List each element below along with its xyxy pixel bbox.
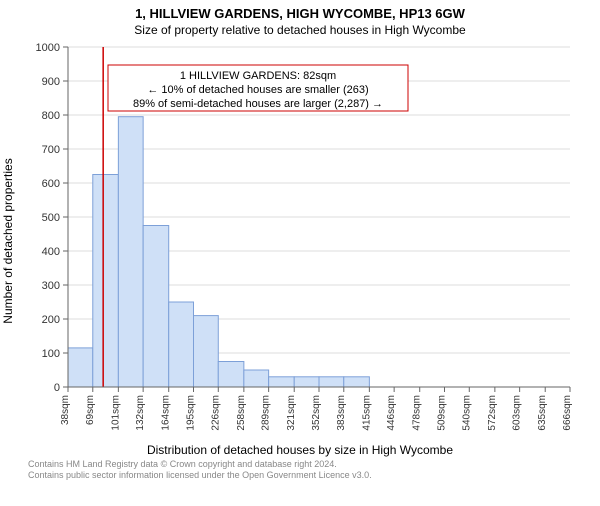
x-tick-label: 603sqm [512,395,523,431]
y-tick-label: 700 [42,144,60,156]
x-tick-label: 446sqm [386,395,397,431]
x-axis-caption: Distribution of detached houses by size … [0,443,600,457]
histogram-svg: 0 100 200 300 400 500 600 700 800 900 1000 38sqm 69s… [20,41,580,441]
x-tick-label: 383sqm [336,395,347,431]
x-tick-label: 415sqm [361,395,372,431]
x-tick-label: 666sqm [562,395,573,431]
chart-area: Number of detached properties 0100200300… [20,41,580,441]
histogram-bar [269,377,295,387]
y-tick-label: 600 [42,178,60,190]
x-tick-label: 132sqm [135,395,146,431]
histogram-bar [319,377,344,387]
annotation-line-2: ← 10% of detached houses are smaller (26… [147,84,368,96]
x-tick-label: 38sqm [60,395,71,425]
x-tick-label: 540sqm [461,395,472,431]
x-tick-label: 226sqm [210,395,221,431]
chart-subtitle: Size of property relative to detached ho… [0,23,600,37]
annotation-line-1: 1 HILLVIEW GARDENS: 82sqm [180,70,336,82]
y-tick-label: 400 [42,246,60,258]
histogram-bar [194,316,219,387]
histogram-bar [169,302,194,387]
histogram-bar [294,377,319,387]
x-tick-label: 195sqm [186,395,197,431]
x-tick-label: 509sqm [437,395,448,431]
histogram-bar [118,117,143,387]
x-tick-label: 572sqm [487,395,498,431]
y-tick-label: 100 [42,348,60,360]
x-tick-label: 258sqm [236,395,247,431]
histogram-bar [93,175,119,388]
y-tick-label: 0 [54,382,60,394]
x-tick-label: 352sqm [311,395,322,431]
x-tick-label: 478sqm [412,395,423,431]
y-tick-label: 800 [42,110,60,122]
y-tick-label: 300 [42,280,60,292]
y-tick-label: 500 [42,212,60,224]
histogram-bar [244,370,269,387]
chart-title: 1, HILLVIEW GARDENS, HIGH WYCOMBE, HP13 … [0,6,600,21]
x-tick-label: 101sqm [110,395,121,431]
x-tick-label: 289sqm [261,395,272,431]
footer-attribution: Contains HM Land Registry data © Crown c… [28,459,600,482]
y-tick-label: 900 [42,76,60,88]
x-tick-label: 164sqm [161,395,172,431]
histogram-bar [143,226,169,388]
x-tick-label: 69sqm [85,395,96,425]
histogram-bar [344,377,370,387]
footer-line-2: Contains public sector information licen… [28,470,600,481]
annotation-line-3: 89% of semi-detached houses are larger (… [133,98,383,110]
y-tick-label: 1000 [36,42,60,54]
x-tick-label: 635sqm [537,395,548,431]
histogram-bar [218,362,244,388]
footer-line-1: Contains HM Land Registry data © Crown c… [28,459,600,470]
histogram-bar [68,348,93,387]
y-axis-label: Number of detached properties [1,158,15,323]
y-tick-label: 200 [42,314,60,326]
x-tick-label: 321sqm [286,395,297,431]
